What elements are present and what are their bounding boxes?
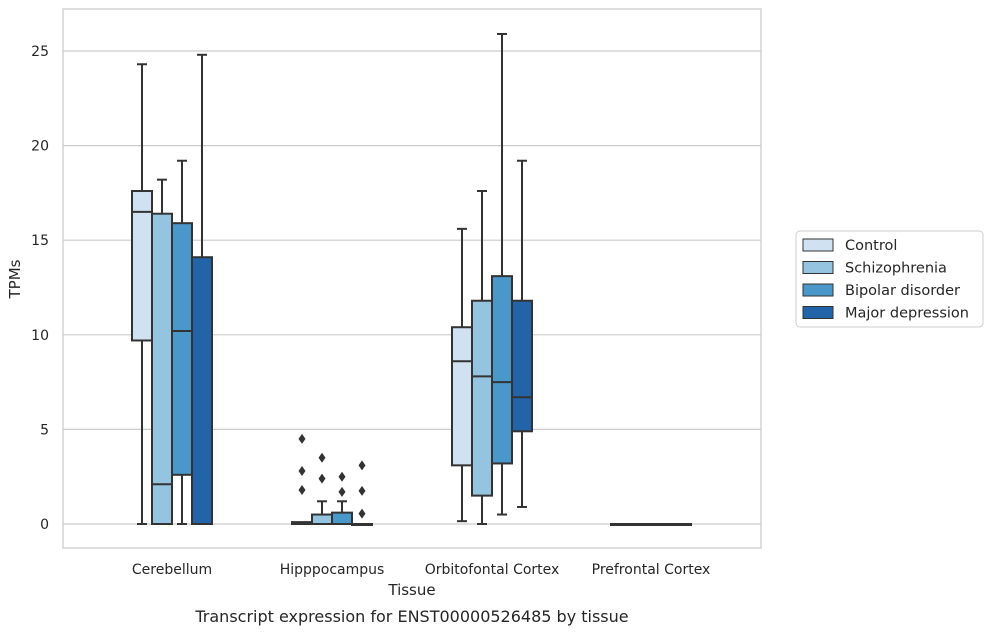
x-tick-label: Hipppocampus: [280, 562, 385, 578]
x-tick-label: Prefrontal Cortex: [592, 562, 711, 578]
box-schizophrenia: [151, 178, 173, 525]
box-major-depression: [351, 460, 373, 526]
box-iqr: [171, 222, 193, 476]
x-tick-label: Cerebellum: [132, 562, 212, 578]
box-iqr: [471, 299, 493, 497]
y-tick-label: 0: [40, 517, 49, 533]
box-iqr: [151, 212, 173, 525]
plot-frame: [62, 8, 762, 549]
outlier-point: [318, 452, 326, 463]
outlier-point: [358, 508, 366, 519]
box-control: [451, 227, 473, 523]
box-iqr: [451, 326, 473, 467]
x-tick-labels: Cerebellum Hipppocampus Orbitofontal Corte…: [132, 562, 710, 578]
box-iqr: [491, 275, 513, 465]
legend: Control Schizophrenia Bipolar disorder Majo…: [795, 230, 984, 328]
legend-swatch: [802, 261, 834, 274]
y-tick-label: 20: [31, 139, 49, 155]
legend-label: Major depression: [845, 306, 969, 322]
outlier-point: [358, 460, 366, 471]
box-major-depression: [191, 53, 213, 525]
box-bipolar-disorder: [650, 523, 672, 526]
y-tick-label: 15: [31, 233, 49, 249]
box-schizophrenia: [630, 523, 652, 526]
outlier-point: [298, 433, 306, 444]
box-control: [131, 63, 153, 525]
box-bipolar-disorder: [331, 471, 353, 526]
box-iqr: [511, 299, 533, 433]
chart-caption: Transcript expression for ENST0000052648…: [194, 607, 628, 626]
outlier-point: [338, 471, 346, 482]
box-iqr: [131, 190, 153, 342]
box-major-depression: [670, 523, 692, 526]
box-schizophrenia: [471, 190, 493, 525]
outlier-point: [298, 484, 306, 495]
box-control: [610, 523, 632, 526]
outlier-point: [338, 486, 346, 497]
y-tick-label: 25: [31, 44, 49, 60]
legend-swatch: [802, 283, 834, 297]
outlier-point: [358, 485, 366, 496]
legend-frame: [795, 230, 984, 328]
legend-items: Control Schizophrenia Bipolar disorder Majo…: [802, 238, 969, 322]
y-tick-labels: 0 5 10 15 20 25: [31, 44, 49, 533]
legend-label: Schizophrenia: [845, 261, 947, 277]
legend-swatch: [802, 306, 834, 319]
box-layer: [131, 32, 692, 526]
box-iqr: [331, 511, 353, 526]
x-axis-title: Tissue: [387, 581, 435, 599]
box-iqr: [191, 256, 213, 525]
box-schizophrenia: [311, 452, 333, 525]
box-bipolar-disorder: [491, 32, 513, 516]
box-major-depression: [511, 159, 533, 508]
outlier-point: [318, 473, 326, 484]
box-control: [291, 433, 313, 525]
outlier-point: [298, 466, 306, 477]
box-bipolar-disorder: [171, 159, 193, 525]
legend-swatch: [802, 238, 834, 252]
legend-label: Bipolar disorder: [845, 283, 960, 299]
y-axis-title: TPMs: [6, 259, 24, 299]
y-tick-label: 10: [31, 328, 49, 344]
x-tick-label: Orbitofontal Cortex: [425, 562, 560, 578]
y-tick-label: 5: [40, 422, 49, 438]
legend-label: Control: [845, 238, 897, 254]
box-iqr: [311, 513, 333, 525]
